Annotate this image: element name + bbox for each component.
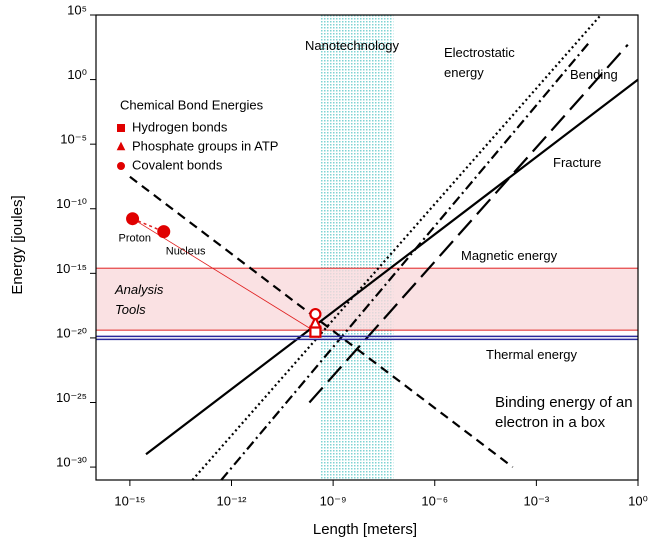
y-tick-label: 10⁻¹⁵ [56,261,87,276]
band-label: Nanotechnology [305,38,399,53]
series-line [191,14,602,481]
series-line [308,43,629,404]
series-line [145,78,639,456]
legend-title: Chemical Bond Energies [120,97,264,112]
point-label: Nucleus [166,246,206,258]
x-axis-title: Length [meters] [313,521,417,538]
y-tick-label: 10⁻⁵ [60,132,87,147]
series-label: Binding energy of an electron in a box [495,394,633,431]
x-tick-label: 10⁻³ [524,493,550,508]
y-tick-label: 10⁰ [67,67,87,82]
x-tick-label: 10⁻⁹ [320,493,347,508]
x-tick-label: 10⁻¹⁵ [114,493,145,508]
y-tick-label: 10⁻²⁵ [56,390,87,405]
y-tick-label: 10⁻³⁰ [56,455,87,470]
nano-band [319,15,394,480]
legend-label: Hydrogen bonds [132,119,228,134]
legend-label: Covalent bonds [132,157,223,172]
circle-marker [309,307,322,321]
circle-marker [157,225,171,239]
triangle-marker [308,315,323,329]
y-tick-label: 10⁵ [67,2,87,17]
x-tick-label: 10⁻⁶ [421,493,448,508]
legend-label: Phosphate groups in ATP [132,138,278,153]
band-label: Analysis Tools [115,282,164,317]
series-label: Fracture [553,155,602,170]
triangle-marker [116,141,126,151]
y-tick-label: 10⁻¹⁰ [56,196,87,211]
x-tick-label: 10⁻¹² [217,493,248,508]
y-axis-title: Energy [joules] [9,195,26,294]
point-label: Proton [119,233,151,245]
x-tick-label: 10⁰ [628,493,648,508]
series-label: Bending [570,67,618,82]
y-tick-label: 10⁻²⁰ [56,325,87,340]
series-label: Magnetic energy [461,248,558,263]
series-line [220,40,592,481]
analysis-band [95,267,639,331]
series-line [129,175,514,468]
circle-marker [126,212,140,226]
plot-frame [95,14,639,481]
series-label: Thermal energy [486,347,578,362]
square-marker [117,124,125,132]
circle-marker [117,162,125,170]
series-label: Electrostatic energy [444,45,515,80]
